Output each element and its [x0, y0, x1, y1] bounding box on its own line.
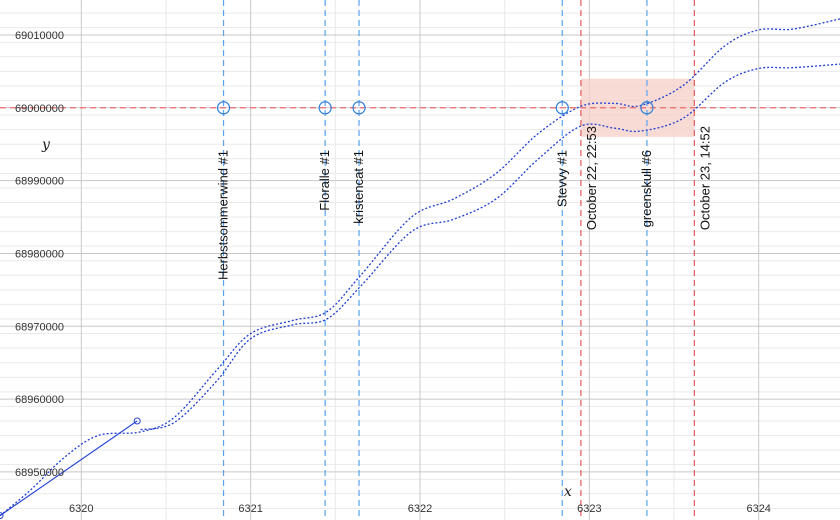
x-axis-title: x [564, 484, 572, 500]
event-marker [640, 101, 654, 115]
event-markers [216, 101, 654, 115]
y-tick-label: 68970000 [15, 321, 64, 333]
event-label: Herbstsommerwind #1 [216, 150, 231, 280]
marker-labels: Herbstsommerwind #1 Floralle #1 kristencat… [216, 126, 713, 280]
y-tick-label: 69000000 [15, 103, 64, 115]
endpoint-marker [0, 512, 4, 520]
x-tick-label: 6320 [69, 503, 93, 515]
endpoint-marker [133, 417, 141, 425]
event-label: kristencat #1 [351, 150, 366, 224]
y-tick-label: 68980000 [15, 248, 64, 260]
x-tick-label: 6323 [577, 503, 601, 515]
marker-lines [222, 0, 695, 520]
x-tick-label: 6321 [238, 503, 262, 515]
band-lower-line [140, 63, 840, 431]
trend-line [0, 420, 138, 517]
y-tick-label: 69010000 [15, 30, 64, 42]
tick-labels: 68950000 68960000 68970000 68980000 68990000… [15, 30, 771, 515]
date-label: October 22, 22:53 [584, 126, 599, 230]
event-marker [555, 101, 569, 115]
event-marker [216, 101, 231, 115]
x-tick-label: 6324 [746, 503, 770, 515]
y-tick-label: 68950000 [15, 467, 64, 479]
series [0, 18, 840, 520]
date-label: October 23, 14:52 [697, 126, 712, 230]
event-marker [318, 101, 332, 115]
event-label: greenskull #6 [639, 150, 654, 227]
event-marker [352, 101, 366, 115]
y-axis-title: y [41, 137, 51, 153]
x-tick-label: 6322 [408, 503, 432, 515]
event-label: Floralle #1 [317, 150, 332, 211]
event-label: Stevvy #1 [554, 150, 569, 207]
y-tick-label: 68960000 [15, 394, 64, 406]
y-tick-label: 68990000 [15, 176, 64, 188]
